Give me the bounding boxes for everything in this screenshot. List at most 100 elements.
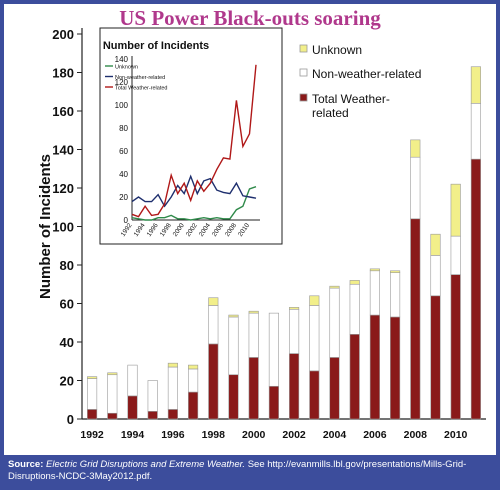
- bar-weather: [208, 343, 219, 420]
- bar-unknown: [349, 280, 360, 285]
- bar-unknown: [470, 66, 481, 104]
- legend-swatch-unknown: [299, 44, 308, 53]
- bar-weather: [410, 218, 421, 420]
- x-tick-label: 2002: [282, 429, 306, 441]
- y-tick-label: 200: [52, 27, 74, 42]
- bar-weather: [450, 274, 461, 420]
- y-axis-label: Number of Incidents: [37, 154, 54, 299]
- x-tick-label: 2000: [242, 429, 266, 441]
- bar-unknown: [188, 364, 199, 370]
- bar-non-weather: [309, 305, 320, 372]
- x-tick-label: 1994: [121, 429, 145, 441]
- legend-label: Total Weather-: [312, 92, 390, 106]
- bar-weather: [349, 333, 360, 420]
- inset-y-tick-label: 120: [115, 78, 129, 87]
- bar-weather: [430, 295, 441, 420]
- bar-non-weather: [390, 272, 401, 318]
- legend-label: related: [312, 106, 349, 120]
- y-tick-label: 180: [52, 66, 74, 81]
- bar-non-weather: [430, 255, 441, 297]
- bar-unknown: [167, 362, 178, 368]
- legend-label: Unknown: [312, 43, 362, 57]
- bar-weather: [107, 412, 118, 420]
- bar-non-weather: [410, 156, 421, 220]
- x-tick-label: 1998: [202, 429, 226, 441]
- bar-unknown: [289, 307, 300, 310]
- bar-unknown: [228, 314, 239, 318]
- y-tick-label: 20: [60, 374, 74, 389]
- inset-y-tick-label: 20: [119, 193, 128, 202]
- bar-unknown: [369, 268, 380, 272]
- bar-unknown: [309, 295, 320, 306]
- bar-weather: [127, 395, 138, 420]
- bar-weather: [228, 374, 239, 420]
- inset-line-unknown: [131, 186, 257, 221]
- y-tick-label: 0: [67, 412, 74, 427]
- bar-non-weather: [107, 374, 118, 414]
- bar-weather: [248, 357, 259, 420]
- inset-y-tick-label: 100: [115, 101, 129, 110]
- inset-line-non-weather-related: [131, 174, 257, 208]
- bar-weather: [369, 314, 380, 420]
- bar-weather: [329, 357, 340, 420]
- bar-weather: [147, 410, 158, 420]
- bar-unknown: [410, 139, 421, 158]
- bar-weather: [188, 391, 199, 420]
- bar-non-weather: [329, 287, 340, 358]
- source-title: Electric Grid Disruptions and Extreme We…: [46, 459, 246, 470]
- source-label: Source:: [8, 459, 44, 470]
- y-tick-label: 120: [52, 181, 74, 196]
- bar-unknown: [87, 376, 98, 379]
- bar-non-weather: [188, 368, 199, 393]
- bar-weather: [268, 385, 279, 420]
- inset-legend-label: Unknown: [115, 65, 138, 71]
- bar-unknown: [107, 372, 118, 376]
- bar-non-weather: [349, 283, 360, 335]
- bar-weather: [167, 409, 178, 420]
- bar-non-weather: [248, 312, 259, 358]
- source-text: See http://evanmills.lbl.gov/presentatio…: [8, 459, 467, 482]
- inset-y-tick-label: 0: [124, 216, 129, 225]
- x-tick-label: 1996: [161, 429, 185, 441]
- y-tick-label: 40: [60, 335, 74, 350]
- bar-unknown: [430, 233, 441, 256]
- bar-unknown: [390, 270, 401, 273]
- x-tick-label: 2006: [363, 429, 387, 441]
- bar-non-weather: [87, 378, 98, 410]
- bar-unknown: [248, 310, 259, 314]
- bar-non-weather: [268, 312, 279, 387]
- bar-weather: [309, 370, 320, 420]
- y-tick-label: 100: [52, 220, 74, 235]
- bar-unknown: [208, 297, 219, 306]
- legend-swatch-non-weather: [299, 68, 308, 77]
- inset-title: Number of Incidents: [103, 40, 209, 52]
- bar-non-weather: [470, 103, 481, 160]
- inset-y-tick-label: 80: [119, 124, 128, 133]
- bar-unknown: [450, 183, 461, 237]
- bar-non-weather: [127, 364, 138, 397]
- y-tick-label: 160: [52, 104, 74, 119]
- inset-line-total-weather-related: [131, 64, 257, 218]
- inset-legend-label: Non-weather-related: [115, 75, 165, 81]
- y-tick-label: 140: [52, 143, 74, 158]
- source-note: Source: Electric Grid Disruptions and Ex…: [8, 459, 496, 483]
- bar-non-weather: [450, 235, 461, 275]
- bar-weather: [289, 353, 300, 420]
- bar-unknown: [329, 285, 340, 289]
- legend-label: Non-weather-related: [312, 67, 421, 81]
- inset-y-tick-label: 60: [119, 147, 128, 156]
- legend-swatch-weather: [299, 93, 308, 102]
- x-tick-label: 1992: [80, 429, 104, 441]
- bar-non-weather: [147, 380, 158, 412]
- bar-non-weather: [167, 366, 178, 410]
- bar-weather: [87, 409, 98, 420]
- bar-weather: [390, 316, 401, 420]
- inset-y-tick-label: 140: [115, 55, 129, 64]
- chart-panel: US Power Black-outs soaring 0 20 40 60 80 100…: [4, 4, 496, 455]
- inset-border: [99, 27, 283, 245]
- bar-non-weather: [369, 270, 380, 316]
- bar-non-weather: [289, 308, 300, 354]
- page-title: US Power Black-outs soaring: [119, 6, 381, 30]
